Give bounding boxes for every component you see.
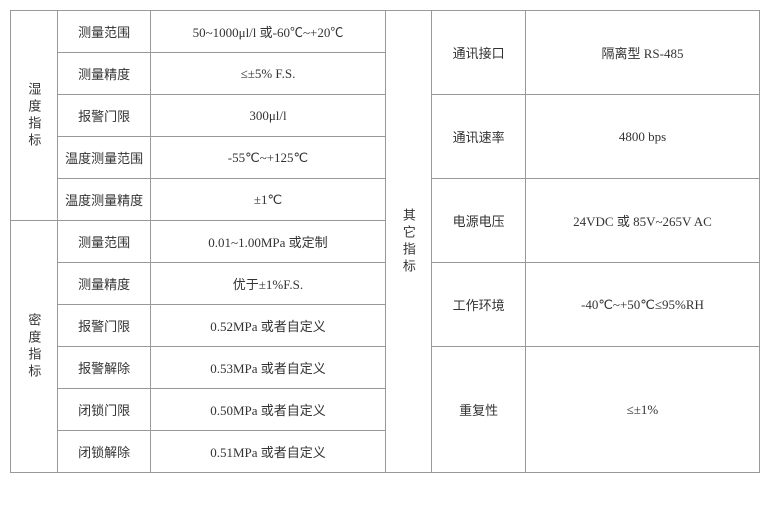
spec-table: 湿度指标 测量范围 50~1000μl/l 或-60℃~+20℃ 其它指标 通讯… <box>10 10 760 473</box>
value-cell: 0.51MPa 或者自定义 <box>151 431 385 473</box>
value-cell: 50~1000μl/l 或-60℃~+20℃ <box>151 11 385 53</box>
value-cell: 300μl/l <box>151 95 385 137</box>
value-cell: 0.01~1.00MPa 或定制 <box>151 221 385 263</box>
value-cell: ≤±1% <box>525 347 759 473</box>
value-cell: -40℃~+50℃≤95%RH <box>525 263 759 347</box>
value-cell: 隔离型 RS-485 <box>525 11 759 95</box>
param-cell: 闭锁门限 <box>57 389 151 431</box>
group-humidity: 湿度指标 <box>11 11 58 221</box>
param-cell: 电源电压 <box>432 179 526 263</box>
value-cell: 0.52MPa 或者自定义 <box>151 305 385 347</box>
param-cell: 测量范围 <box>57 11 151 53</box>
param-cell: 报警解除 <box>57 347 151 389</box>
value-cell: 0.53MPa 或者自定义 <box>151 347 385 389</box>
param-cell: 测量范围 <box>57 221 151 263</box>
value-cell: 0.50MPa 或者自定义 <box>151 389 385 431</box>
param-cell: 通讯接口 <box>432 11 526 95</box>
value-cell: 4800 bps <box>525 95 759 179</box>
param-cell: 测量精度 <box>57 53 151 95</box>
param-cell: 工作环境 <box>432 263 526 347</box>
param-cell: 重复性 <box>432 347 526 473</box>
group-density: 密度指标 <box>11 221 58 473</box>
group-other: 其它指标 <box>385 11 432 473</box>
value-cell: -55℃~+125℃ <box>151 137 385 179</box>
value-cell: ±1℃ <box>151 179 385 221</box>
param-cell: 测量精度 <box>57 263 151 305</box>
param-cell: 报警门限 <box>57 305 151 347</box>
param-cell: 温度测量精度 <box>57 179 151 221</box>
value-cell: ≤±5% F.S. <box>151 53 385 95</box>
param-cell: 温度测量范围 <box>57 137 151 179</box>
value-cell: 优于±1%F.S. <box>151 263 385 305</box>
value-cell: 24VDC 或 85V~265V AC <box>525 179 759 263</box>
param-cell: 通讯速率 <box>432 95 526 179</box>
param-cell: 闭锁解除 <box>57 431 151 473</box>
param-cell: 报警门限 <box>57 95 151 137</box>
